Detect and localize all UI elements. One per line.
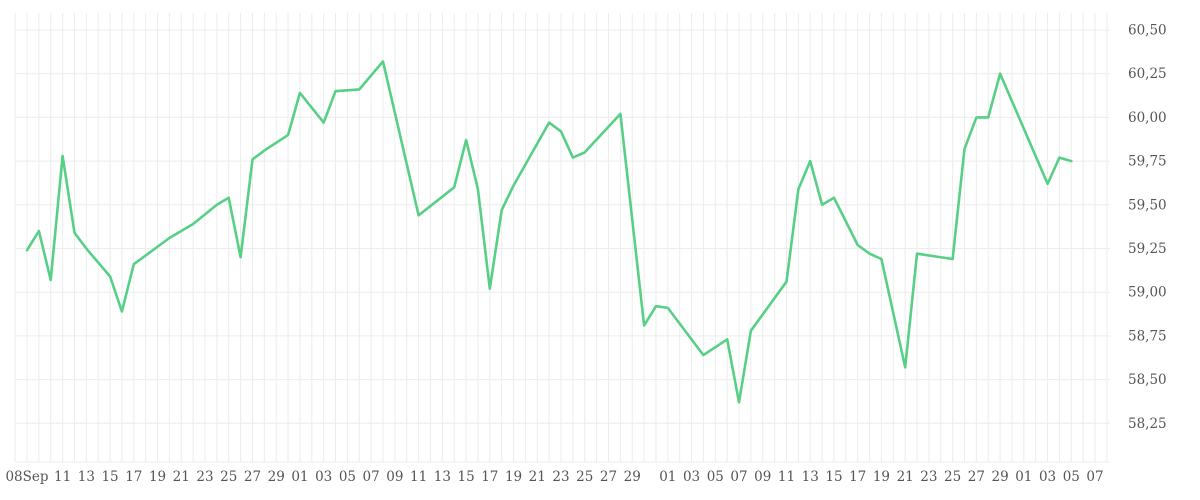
x-tick-label: 11 — [778, 469, 795, 485]
x-tick-label: 01 — [1015, 469, 1032, 485]
x-tick-label: 01 — [291, 469, 308, 485]
x-tick-label: 25 — [944, 469, 961, 485]
x-tick-label: 29 — [992, 469, 1009, 485]
x-tick-label: 29 — [268, 469, 285, 485]
x-tick-label: 11 — [54, 469, 71, 485]
x-tick-label: 27 — [600, 469, 617, 485]
x-tick-label: 08Sep — [5, 469, 48, 485]
x-tick-label: 23 — [552, 469, 569, 485]
x-tick-label: 27 — [968, 469, 985, 485]
y-tick-label: 60,25 — [1128, 66, 1167, 82]
x-tick-label: 05 — [707, 469, 724, 485]
x-tick-label: 17 — [849, 469, 866, 485]
x-tick-label: 09 — [386, 469, 403, 485]
x-tick-label: 03 — [1039, 469, 1056, 485]
x-tick-label: 29 — [624, 469, 641, 485]
x-tick-label: 15 — [457, 469, 474, 485]
x-tick-label: 27 — [244, 469, 261, 485]
x-tick-label: 13 — [78, 469, 95, 485]
x-tick-label: 15 — [101, 469, 118, 485]
x-tick-label: 01 — [659, 469, 676, 485]
x-axis-labels: 08Sep 11 13 15 17 19 21 23 25 27 29 01 03 05 07 09 11 13 1… — [5, 469, 1103, 485]
x-tick-label: 11 — [410, 469, 427, 485]
y-tick-label: 60,50 — [1128, 23, 1167, 39]
x-tick-label: 23 — [196, 469, 213, 485]
x-tick-label: 09 — [754, 469, 771, 485]
x-tick-label: 07 — [363, 469, 380, 485]
y-tick-label: 58,25 — [1128, 416, 1167, 432]
y-tick-label: 58,75 — [1128, 328, 1167, 344]
x-tick-label: 21 — [529, 469, 546, 485]
x-tick-label: 21 — [897, 469, 914, 485]
x-tick-label: 17 — [125, 469, 142, 485]
x-tick-label: 15 — [825, 469, 842, 485]
y-tick-label: 58,50 — [1128, 372, 1167, 388]
x-tick-label: 03 — [683, 469, 700, 485]
x-tick-label: 03 — [315, 469, 332, 485]
x-tick-label: 21 — [173, 469, 190, 485]
x-tick-label: 23 — [920, 469, 937, 485]
price-line — [25, 60, 1073, 404]
x-tick-label: 13 — [802, 469, 819, 485]
y-tick-label: 59,00 — [1128, 285, 1167, 301]
x-tick-label: 19 — [873, 469, 890, 485]
x-tick-label: 05 — [339, 469, 356, 485]
x-tick-label: 19 — [149, 469, 166, 485]
x-tick-label: 25 — [220, 469, 237, 485]
x-tick-label: 17 — [481, 469, 498, 485]
y-tick-label: 59,25 — [1128, 241, 1167, 257]
y-tick-label: 59,50 — [1128, 197, 1167, 213]
x-tick-label: 13 — [434, 469, 451, 485]
x-tick-label: 05 — [1063, 469, 1080, 485]
x-tick-label: 07 — [730, 469, 747, 485]
x-tick-label: 07 — [1086, 469, 1103, 485]
x-tick-label: 25 — [576, 469, 593, 485]
y-axis-labels: 60,50 60,25 60,00 59,75 59,50 59,25 59,00 58,75… — [1128, 23, 1167, 432]
y-tick-label: 60,00 — [1128, 110, 1167, 126]
gridlines — [14, 13, 1110, 463]
x-tick-label: 19 — [505, 469, 522, 485]
y-tick-label: 59,75 — [1128, 154, 1167, 170]
